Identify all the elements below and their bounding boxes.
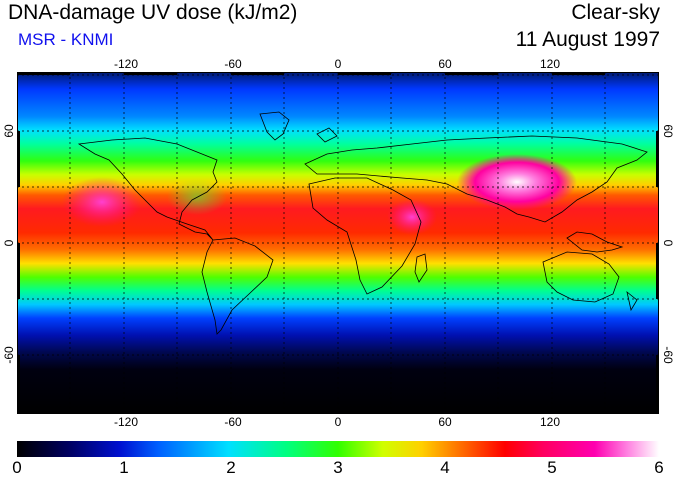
lat-tick-left: 0 (2, 239, 16, 247)
lon-tick-bottom: 120 (539, 415, 561, 429)
colorbar-label: 2 (226, 458, 236, 477)
uv-hotspot-africa (387, 199, 437, 235)
colorbar-label: 6 (654, 458, 664, 477)
source-label: MSR - KNMI (18, 30, 114, 49)
lon-tick-top: 0 (334, 57, 342, 71)
colorbar (17, 441, 659, 457)
lon-tick-top: 60 (438, 57, 452, 71)
lat-tick-right: 0 (661, 239, 675, 247)
page-title: DNA-damage UV dose (kJ/m2) (8, 1, 298, 24)
lat-tick-left: -60 (2, 346, 16, 364)
colorbar-label: 0 (12, 458, 22, 477)
sky-condition: Clear-sky (571, 1, 660, 24)
lon-tick-bottom: 60 (438, 415, 452, 429)
date-label: 11 August 1997 (515, 28, 660, 51)
lon-tick-bottom: -120 (113, 415, 139, 429)
uv-hotspot-himalaya (457, 154, 577, 210)
lon-tick-top: 120 (539, 57, 561, 71)
lon-tick-bottom: 0 (334, 415, 342, 429)
colorbar-label: 4 (440, 458, 450, 477)
lon-tick-bottom: -60 (224, 415, 242, 429)
coastlines (77, 111, 648, 335)
colorbar-label: 1 (119, 458, 129, 477)
uv-dose-map (17, 72, 659, 414)
lon-tick-top: -60 (224, 57, 242, 71)
lon-tick-top: -120 (113, 57, 139, 71)
colorbar-label: 3 (333, 458, 343, 477)
lat-tick-right: -60 (661, 346, 675, 364)
lat-tick-left: 60 (2, 124, 16, 138)
lat-tick-right: 60 (661, 124, 675, 138)
uv-hotspot-pacific (62, 177, 142, 227)
map-frame (17, 72, 659, 414)
colorbar-label: 5 (547, 458, 557, 477)
